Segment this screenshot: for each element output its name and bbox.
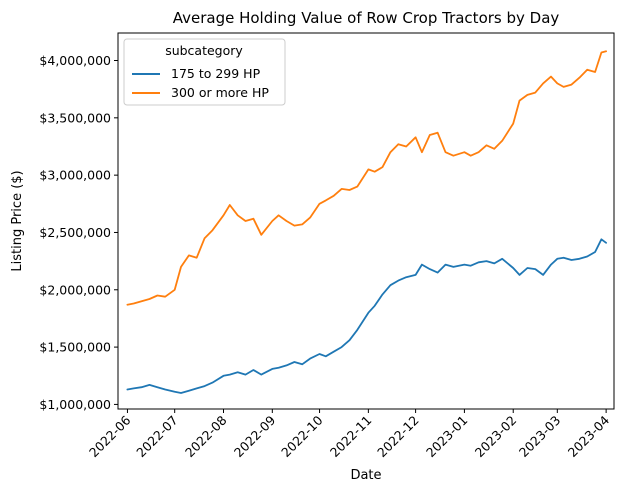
plot-area — [117, 32, 615, 410]
x-tick-label: 2023-02 — [472, 413, 520, 461]
y-axis-title: Listing Price ($) — [10, 170, 25, 271]
x-tick-label: 2022-08 — [182, 412, 230, 460]
legend: subcategory 175 to 299 HP 300 or more HP — [123, 38, 286, 106]
legend-label-175-to-299-hp: 175 to 299 HP — [171, 66, 261, 81]
y-tick-label: $4,000,000 — [39, 53, 111, 68]
x-tick-label: 2022-11 — [327, 413, 375, 461]
x-tick-label: 2022-06 — [86, 412, 134, 460]
legend-box — [123, 38, 286, 106]
x-tick-label: 2023-04 — [565, 412, 613, 460]
legend-label-300-or-more-hp: 300 or more HP — [171, 85, 269, 100]
x-tick-label: 2022-12 — [374, 413, 422, 461]
x-tick-label: 2023-03 — [516, 413, 564, 461]
y-tick-label: $1,000,000 — [39, 397, 111, 412]
y-tick-label: $2,000,000 — [39, 282, 111, 297]
series-layer — [126, 50, 607, 394]
y-tick-label: $3,000,000 — [39, 168, 111, 183]
legend-title: subcategory — [165, 43, 243, 58]
series-line-175-to-299-hp — [126, 238, 607, 394]
x-axis: 2022-06 2022-07 2022-08 2022-09 2022-10 2022-… — [86, 409, 612, 460]
x-tick-label: 2022-07 — [133, 413, 181, 461]
y-tick-label: $1,500,000 — [39, 340, 111, 355]
series-line-300-or-more-hp — [126, 50, 607, 306]
x-tick-label: 2022-10 — [278, 412, 326, 460]
y-tick-label: $3,500,000 — [39, 110, 111, 125]
y-axis: $1,000,000 $1,500,000 $2,000,000 $2,500,000… — [39, 53, 118, 412]
x-tick-label: 2023-01 — [423, 413, 471, 461]
chart-title: Average Holding Value of Row Crop Tracto… — [173, 9, 560, 27]
x-tick-label: 2022-09 — [231, 412, 279, 460]
x-axis-title: Date — [350, 468, 381, 483]
y-tick-label: $2,500,000 — [39, 225, 111, 240]
